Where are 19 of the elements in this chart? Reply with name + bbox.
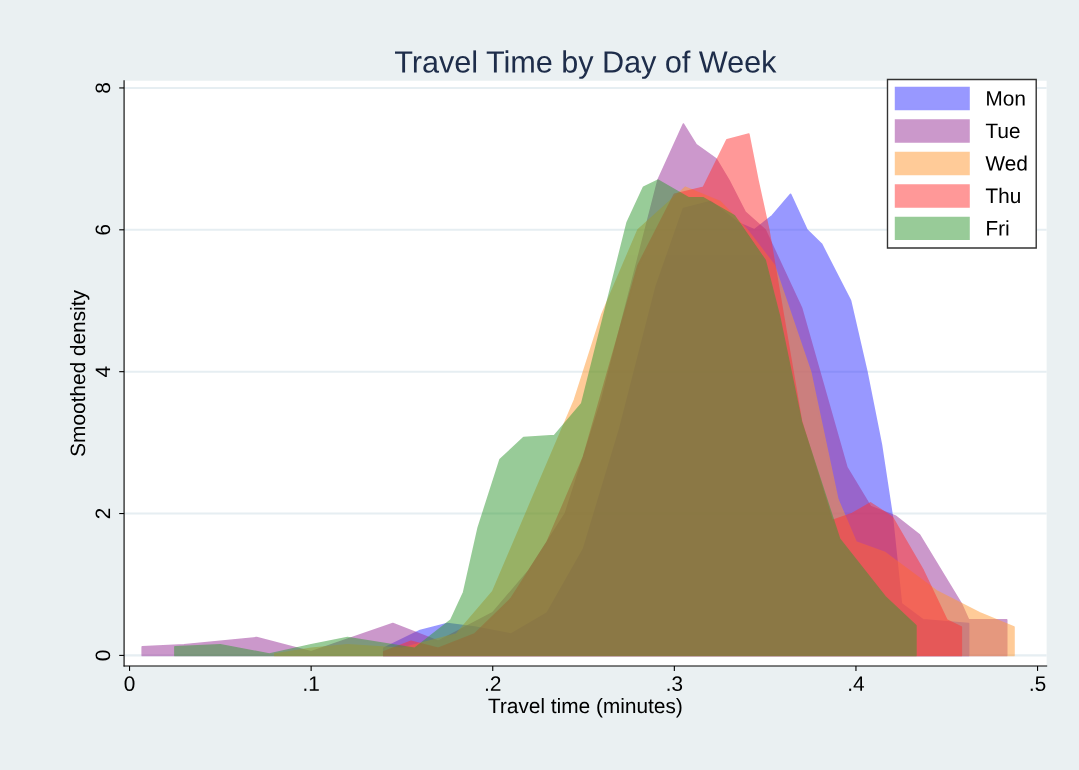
chart-title: Travel Time by Day of Week (395, 50, 777, 79)
y-tick-label: 6 (95, 224, 111, 235)
legend-label: Fri (987, 220, 1009, 236)
legend-label: Wed (985, 155, 1027, 171)
x-tick-label: .5 (1030, 676, 1046, 692)
y-axis-title: Smoothed density (69, 290, 90, 456)
x-tick-label: 0 (124, 676, 135, 692)
y-tick-label: 4 (95, 366, 111, 377)
x-tick-label: .2 (485, 676, 501, 691)
legend-label: Mon (987, 91, 1025, 106)
y-tick-label: 2 (95, 508, 111, 519)
y-tick-label: 0 (95, 650, 111, 661)
legend-label: Tue (985, 123, 1020, 139)
y-tick-label: 8 (95, 83, 111, 93)
x-tick-label: .4 (849, 676, 865, 691)
x-axis-title: Travel time (minutes) (488, 697, 682, 718)
legend-label: Thu (985, 187, 1020, 204)
x-tick-label: .1 (304, 676, 319, 691)
x-tick-label: .3 (667, 676, 683, 692)
